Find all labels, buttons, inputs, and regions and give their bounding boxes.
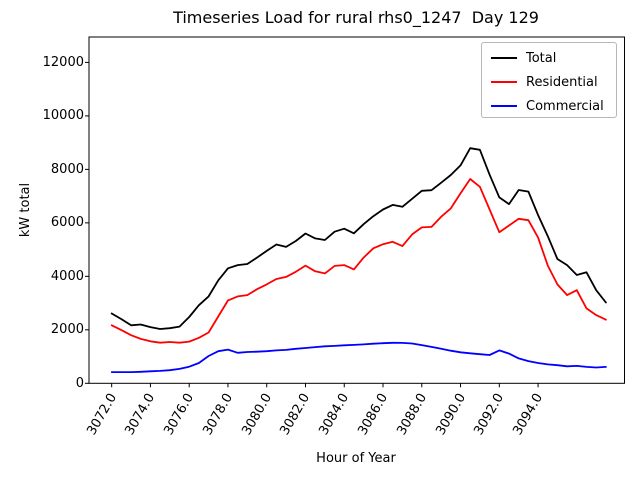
y-tick-label: 6000 <box>50 215 84 231</box>
legend-item-residential: Residential <box>482 70 616 94</box>
y-tick-label: 10000 <box>42 108 84 124</box>
y-tick-label: 4000 <box>50 268 84 284</box>
series-line-residential <box>110 178 607 344</box>
y-axis-label: kW total <box>18 182 33 238</box>
legend-item-total: Total <box>482 46 616 70</box>
series-line-total <box>110 147 607 330</box>
y-tick-label: 2000 <box>50 322 84 338</box>
legend-label: Total <box>526 50 557 66</box>
legend-line-sample <box>491 105 517 107</box>
axes-spines <box>88 36 625 384</box>
x-axis-label: Hour of Year <box>316 451 396 466</box>
y-tick-label: 0 <box>75 375 84 391</box>
series-line-commercial <box>110 341 607 374</box>
legend: Total Residential Commercial <box>481 42 617 118</box>
legend-label: Residential <box>526 74 598 90</box>
y-tick-label: 12000 <box>42 54 84 70</box>
legend-line-sample <box>491 81 517 83</box>
y-tick-label: 8000 <box>50 161 84 177</box>
legend-label: Commercial <box>526 98 604 114</box>
legend-line-sample <box>491 57 517 59</box>
chart-title: Timeseries Load for rural rhs0_1247 Day … <box>173 8 539 27</box>
legend-item-commercial: Commercial <box>482 94 616 118</box>
